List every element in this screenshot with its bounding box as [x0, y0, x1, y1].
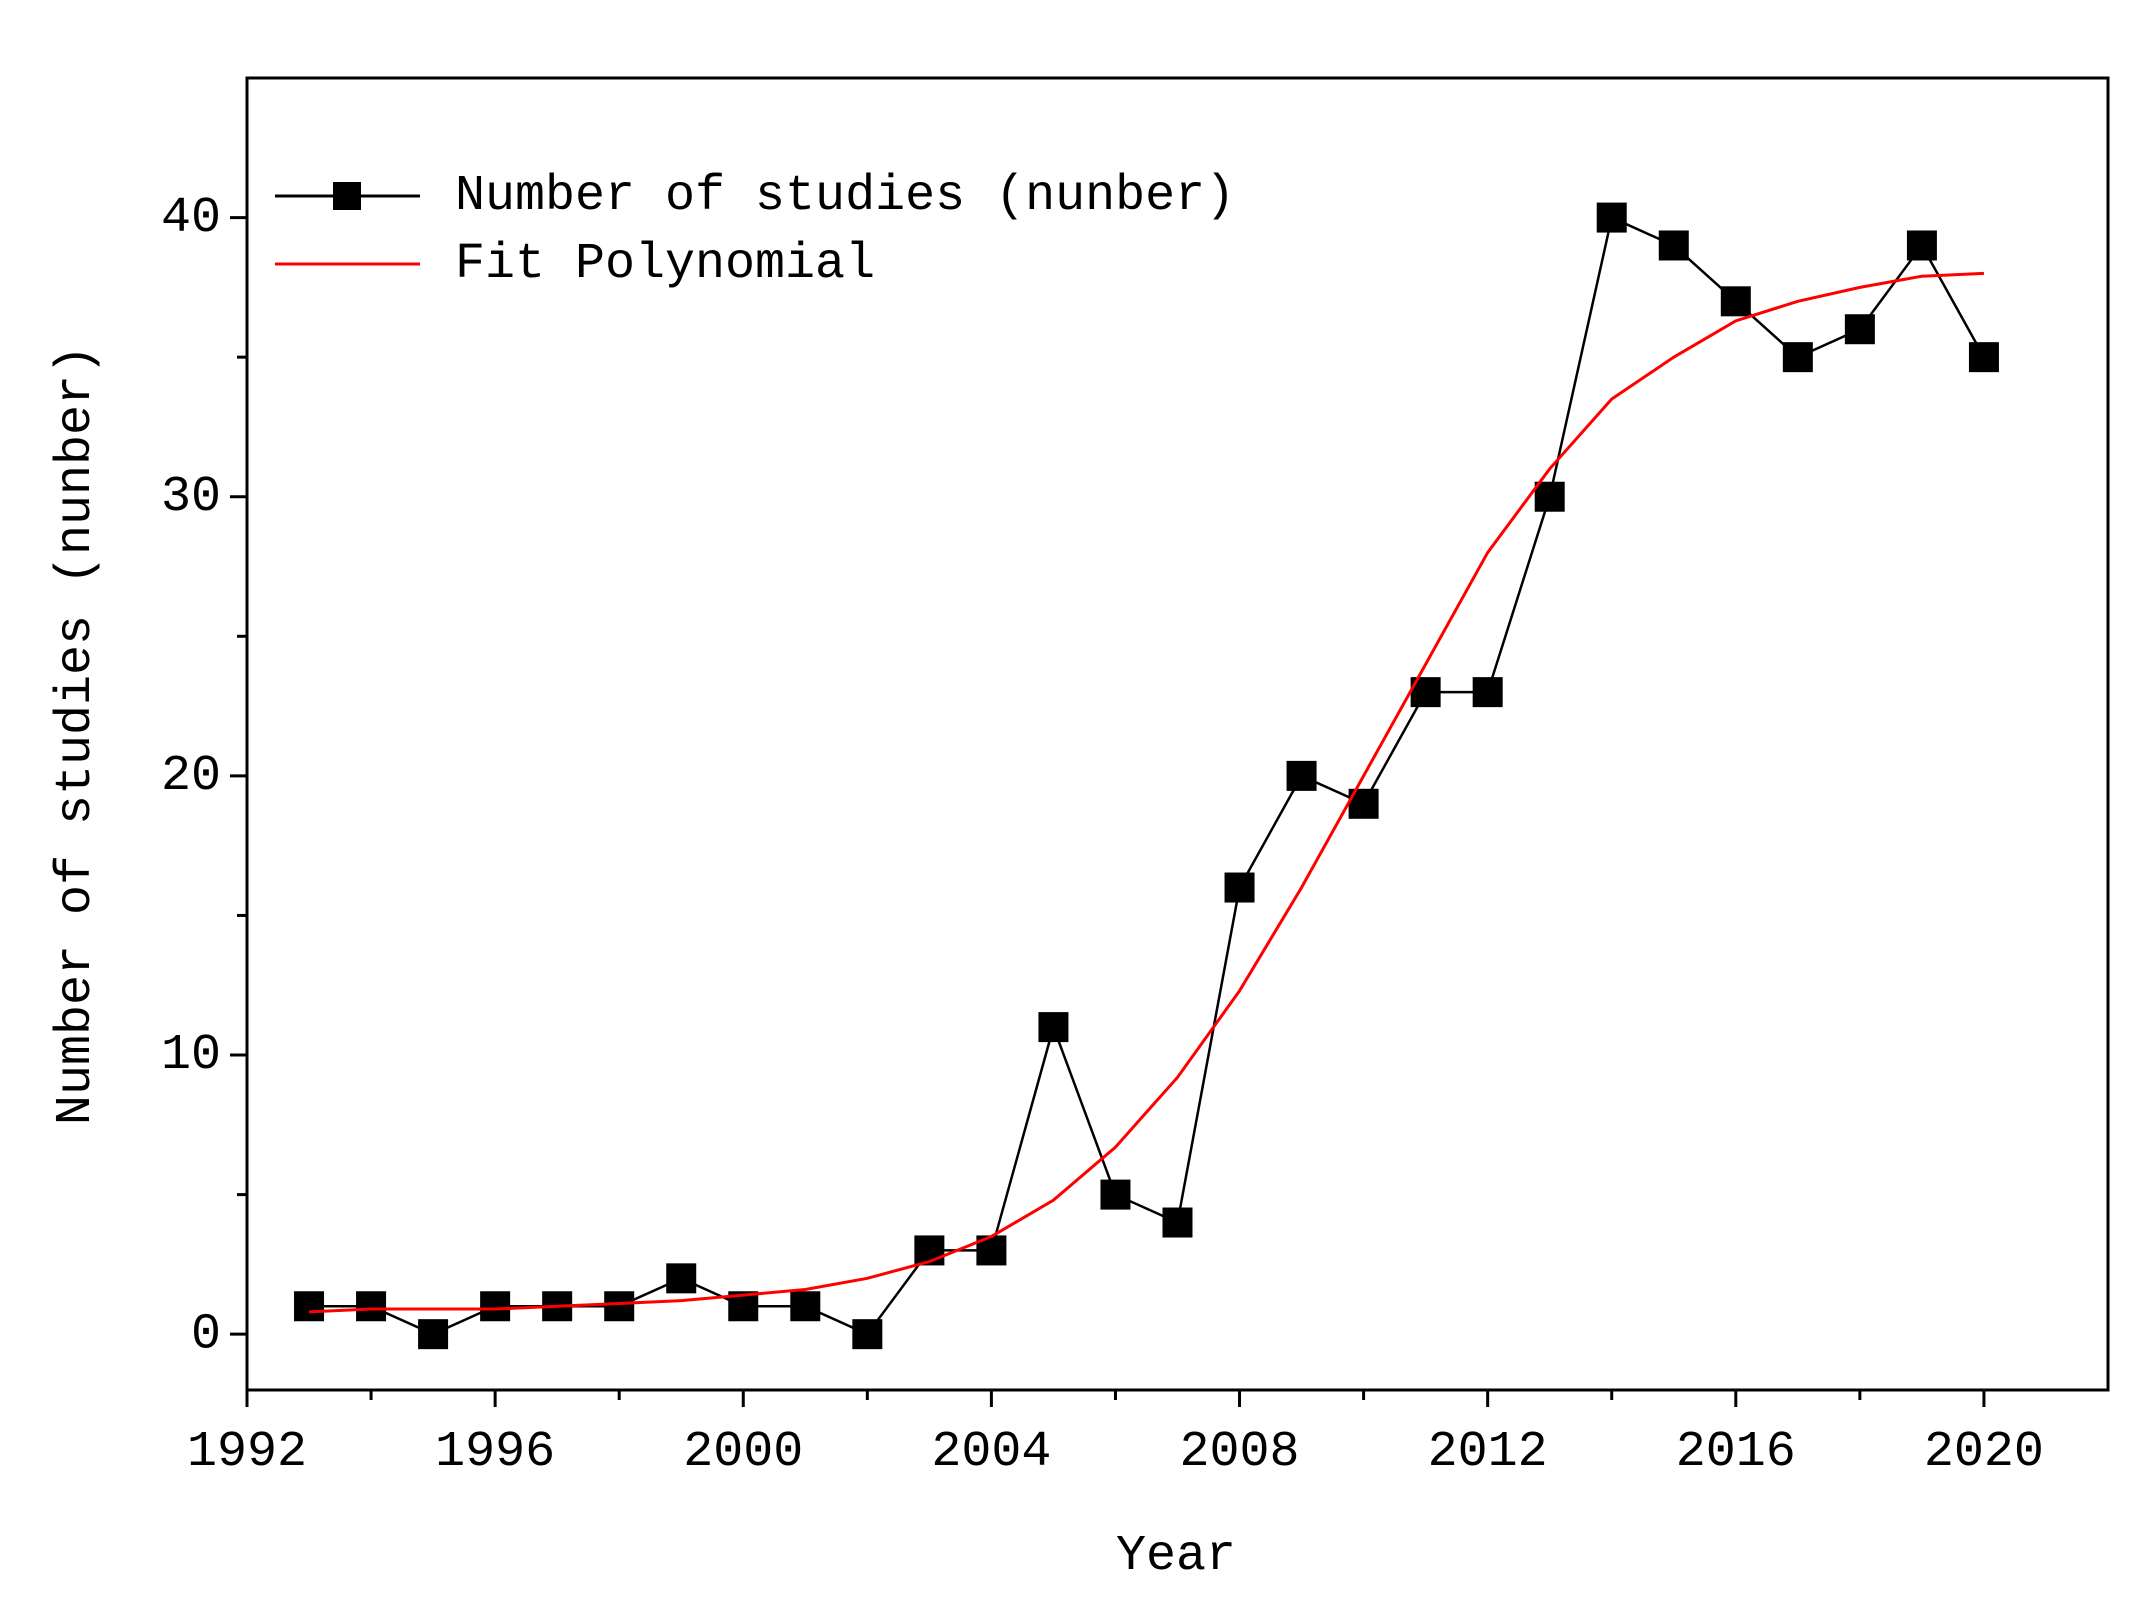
marker [790, 1291, 821, 1322]
marker [1596, 202, 1627, 233]
x-axis-title: Year [1116, 1528, 1236, 1585]
marker [1968, 342, 1999, 373]
y-tick-label: 10 [161, 1027, 221, 1084]
marker [418, 1319, 449, 1350]
legend-marker [333, 182, 361, 210]
x-tick-label: 2000 [683, 1424, 803, 1481]
y-axis-title: Number of studies (nunber) [48, 345, 105, 1125]
legend-label: Number of studies (nunber) [455, 168, 1235, 225]
marker [1224, 872, 1255, 903]
legend-label: Fit Polynomial [455, 236, 875, 293]
y-tick-label: 0 [191, 1306, 221, 1363]
x-tick-label: 2008 [1180, 1424, 1300, 1481]
marker [604, 1291, 635, 1322]
marker [666, 1263, 697, 1294]
plot-frame [245, 76, 2110, 1392]
y-tick-label: 30 [161, 469, 221, 526]
marker [1472, 677, 1503, 708]
x-tick-label: 1996 [435, 1424, 555, 1481]
marker [294, 1291, 325, 1322]
marker [1534, 481, 1565, 512]
series-line [309, 215, 1986, 1336]
marker [1286, 760, 1317, 791]
marker [1162, 1207, 1193, 1238]
marker [1658, 230, 1689, 261]
marker [1038, 1012, 1069, 1043]
marker [480, 1291, 511, 1322]
x-tick-label: 2004 [931, 1424, 1051, 1481]
marker [1844, 314, 1875, 345]
marker [356, 1291, 387, 1322]
x-tick-label: 1992 [187, 1424, 307, 1481]
marker [1906, 230, 1937, 261]
marker [1782, 342, 1813, 373]
y-tick-label: 20 [161, 748, 221, 805]
marker [1100, 1179, 1131, 1210]
y-tick-label: 40 [161, 190, 221, 247]
x-tick-label: 2012 [1428, 1424, 1548, 1481]
marker [852, 1319, 883, 1350]
x-tick-label: 2016 [1676, 1424, 1796, 1481]
x-tick-label: 2020 [1924, 1424, 2044, 1481]
series-line [308, 271, 1984, 1314]
marker [1720, 286, 1751, 317]
